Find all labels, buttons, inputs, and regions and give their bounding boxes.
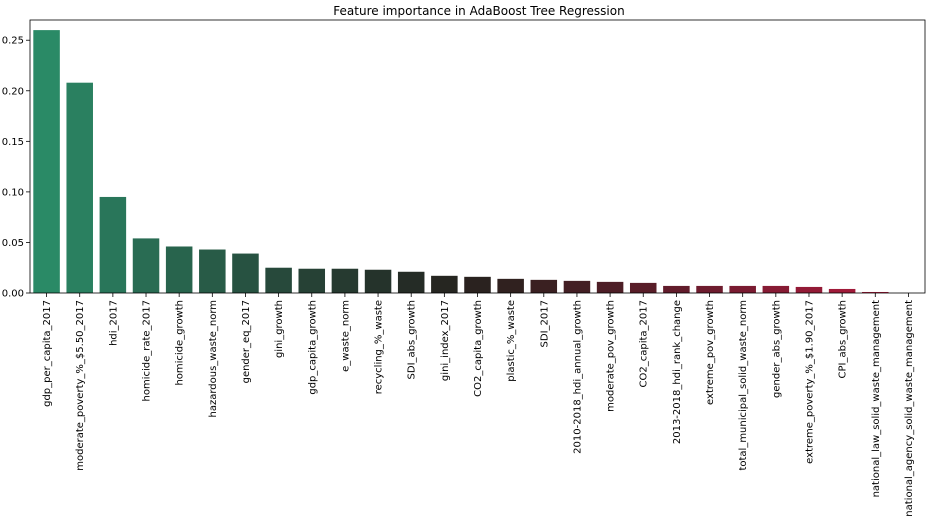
x-tick-label: hdi_2017 (108, 300, 119, 346)
bar-moderate_pov_growth (596, 281, 624, 293)
y-axis: 0.00 0.05 0.10 0.15 0.20 0.25 (2, 36, 30, 300)
x-tick-label: gender_abs_growth (771, 300, 782, 398)
bar-plastic_%_waste (497, 278, 524, 293)
x-tick-label: homicide_rate_2017 (142, 300, 153, 402)
bar-CO2_capita_growth (464, 276, 491, 293)
chart-title: Feature importance in AdaBoost Tree Regr… (333, 4, 624, 18)
bar-extreme_poverty_%_$1.90_2017 (795, 286, 823, 293)
bar-2010-2018_hdi_annual_growth (563, 280, 591, 293)
bar-recycling_%_waste (364, 269, 392, 293)
y-tick-label: 0.15 (2, 137, 24, 148)
bar-homicide_growth (165, 246, 193, 293)
x-tick-label: CO2_capita_2017 (639, 300, 650, 387)
y-tick-label: 0.05 (2, 238, 24, 249)
bar-gini_growth (265, 267, 292, 293)
x-tick-label: plastic_%_waste (506, 300, 517, 382)
bar-homicide_rate_2017 (132, 238, 160, 293)
y-tick-label: 0.10 (2, 187, 24, 198)
x-tick-label: 2010-2018_hdi_annual_growth (572, 300, 583, 454)
bar-extreme_pov_growth (696, 285, 723, 293)
bar-gdp_per_capita_2017 (33, 30, 60, 293)
y-tick-label: 0.25 (2, 36, 24, 47)
x-tick-label: gender_eq_2017 (241, 300, 252, 383)
x-tick-label: 2013-2018_hdi_rank_change (672, 300, 683, 444)
bar-hazardous_waste_norm (199, 249, 226, 293)
x-tick-label: homicide_growth (175, 300, 186, 386)
bar-CPI_abs_growth (828, 288, 856, 293)
bar-2013-2018_hdi_rank_change (663, 285, 690, 293)
x-tick-label: hazardous_waste_norm (208, 300, 219, 418)
y-tick-label: 0.20 (2, 86, 24, 97)
x-tick-label: gdp_per_capita_2017 (42, 300, 53, 407)
bar-gender_eq_2017 (232, 253, 259, 293)
x-axis: gdp_per_capita_2017 moderate_poverty_%_$5… (42, 293, 915, 517)
y-tick-label: 0.00 (2, 289, 24, 300)
bar-national_law_solid_waste_management (862, 291, 889, 293)
bar-gender_abs_growth (762, 285, 790, 293)
x-tick-label: moderate_poverty_%_$5.50_2017 (75, 300, 86, 471)
x-tick-label: recycling_%_waste (374, 300, 385, 394)
bar-gdp_capita_growth (298, 268, 326, 293)
x-tick-label: extreme_pov_growth (705, 300, 716, 405)
x-tick-label: moderate_pov_growth (606, 300, 617, 412)
bar-total_municipal_solid_waste_norm (729, 285, 756, 293)
bar-e_waste_norm (331, 268, 359, 293)
x-tick-label: CO2_capita_growth (473, 300, 484, 397)
plot-frame (29, 19, 926, 294)
x-tick-label: national_law_solid_waste_management (871, 300, 882, 498)
x-tick-label: total_municipal_solid_waste_norm (738, 300, 749, 471)
x-tick-label: extreme_poverty_%_$1.90_2017 (804, 300, 815, 464)
x-tick-label: national_agency_solid_waste_management (904, 300, 915, 517)
bars (33, 30, 889, 293)
x-tick-label: gini_index_2017 (440, 300, 451, 381)
x-tick-label: SDI_2017 (539, 300, 550, 347)
bar-gini_index_2017 (431, 275, 458, 293)
x-tick-label: gini_growth (274, 300, 285, 358)
x-tick-label: CPI_abs_growth (838, 300, 849, 378)
bar-SDI_2017 (530, 279, 558, 293)
bar-moderate_poverty_%_$5.50_2017 (66, 82, 93, 293)
bar-hdi_2017 (99, 196, 127, 293)
x-tick-label: SDI_abs_growth (407, 300, 418, 379)
x-tick-label: gdp_capita_growth (307, 300, 318, 395)
bar-CO2_capita_2017 (629, 282, 657, 293)
bar-SDI_abs_growth (397, 271, 425, 293)
x-tick-label: e_waste_norm (340, 300, 351, 372)
